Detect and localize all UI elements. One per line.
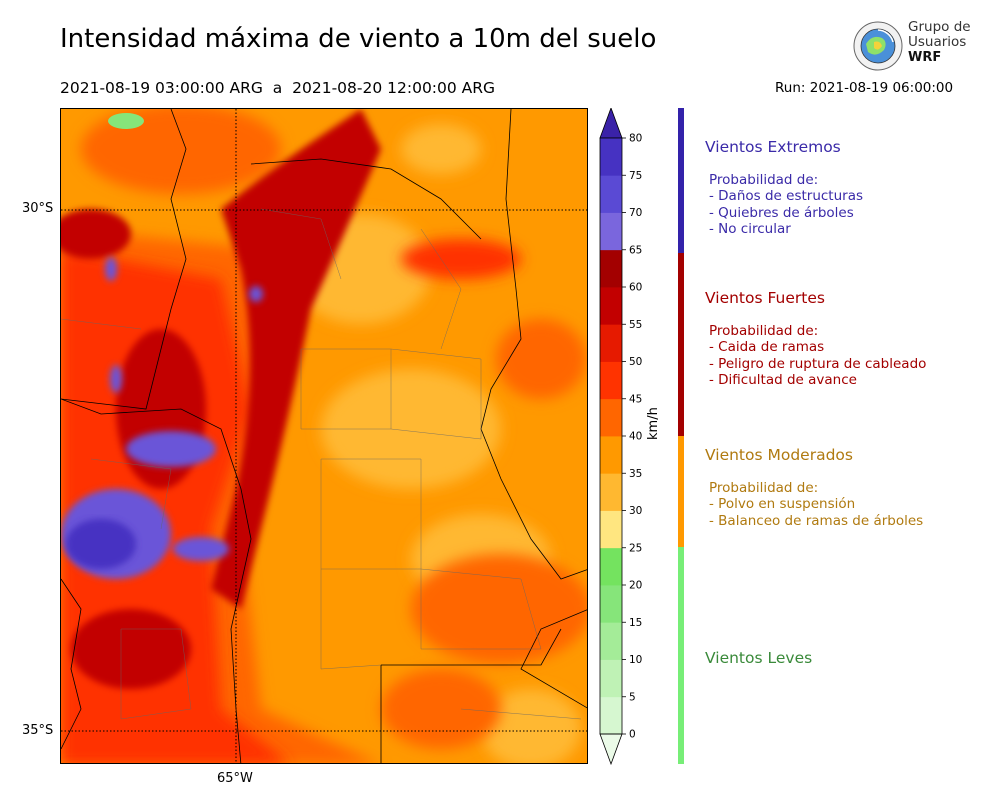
colorbar-cell [600, 324, 622, 362]
colorbar-tick-label: 10 [629, 654, 642, 666]
page-title: Intensidad máxima de viento a 10m del su… [60, 24, 657, 54]
colorbar-extend-min [599, 733, 623, 766]
colorbar-cell [600, 287, 622, 325]
colorbar-cell [600, 212, 622, 251]
colorbar-extend-max [599, 108, 623, 139]
category-description-line: - Balanceo de ramas de árboles [709, 512, 924, 529]
colorbar-tick-label: 0 [629, 729, 636, 741]
wind-map [60, 108, 588, 764]
logo-text: Grupo de Usuarios WRF [908, 19, 971, 66]
lon-label-65w: 65°W [217, 771, 253, 786]
colorbar-tick-label: 80 [629, 133, 642, 145]
logo-line-2: Usuarios [908, 34, 967, 50]
colorbar-tick-label: 65 [629, 244, 642, 256]
colorbar-tick-label: 30 [629, 505, 642, 517]
graticule [61, 109, 587, 763]
colorbar-cell [600, 138, 622, 176]
colorbar-tick-label: 25 [629, 542, 642, 554]
category-description-line: Probabilidad de: [709, 323, 819, 339]
category-bar [678, 436, 684, 547]
colorbar-cells [599, 108, 623, 766]
colorbar-cell [600, 361, 622, 400]
category-description: Probabilidad de: - Daños de estructuras - … [709, 172, 863, 237]
category-description-line: - Caida de ramas [709, 339, 825, 356]
category-title: Vientos Fuertes [705, 289, 825, 307]
category-bar [678, 547, 684, 764]
colorbar-tick-label: 55 [629, 319, 642, 331]
wind-field-75-plus [66, 519, 136, 569]
category-bar [678, 253, 684, 436]
category-description-line: Probabilidad de: [709, 480, 819, 496]
colorbar-tick-label: 5 [629, 691, 636, 703]
grupo-wrf-logo [853, 21, 903, 71]
colorbar-cell [600, 398, 622, 437]
colorbar-tick-label: 20 [629, 580, 642, 592]
category-description: Probabilidad de: - Caida de ramas - Peligr… [709, 323, 926, 388]
lat-label-35s: 35°S [22, 723, 54, 738]
colorbar-tick-label: 40 [629, 431, 642, 443]
colorbar-tick-label: 75 [629, 170, 642, 182]
colorbar-tick-label: 70 [629, 207, 642, 219]
colorbar-cell [600, 436, 622, 474]
colorbar-cell [600, 696, 622, 735]
logo-line-1: Grupo de [908, 19, 971, 35]
category-title: Vientos Leves [705, 649, 813, 667]
colorbar-cell [600, 510, 622, 549]
wind-field-svg [61, 109, 587, 763]
colorbar-tick-label: 15 [629, 617, 642, 629]
colorbar-cell [600, 175, 622, 213]
colorbar-cell [600, 659, 622, 698]
colorbar-cell [600, 547, 622, 586]
colorbar-ticks: 0 5 10 15 20 25 30 35 40 45 50 55 60 65 70 75 80 [622, 133, 642, 741]
lat-label-30s: 30°S [22, 201, 54, 216]
colorbar-cell [600, 585, 622, 623]
logo-line-wrf: WRF [908, 50, 942, 65]
category-description: Probabilidad de: - Polvo en suspensión - B… [709, 480, 923, 529]
wind-field-green-patch [108, 113, 144, 129]
colorbar-tick-label: 35 [629, 468, 642, 480]
run-timestamp: Run: 2021-08-19 06:00:00 [775, 80, 954, 96]
category-description-line: - Polvo en suspensión [709, 496, 856, 513]
colorbar-tick-label: 60 [629, 282, 642, 294]
category-description-line: - Dificultad de avance [709, 371, 857, 388]
colorbar-unit: km/h [646, 407, 661, 440]
colorbar-tick-label: 50 [629, 356, 642, 368]
department-boundaries [61, 208, 582, 720]
colorbar-cell [600, 473, 622, 511]
category-description-line: - Quiebres de árboles [709, 204, 854, 221]
category-description-line: - Peligro de ruptura de cableado [709, 355, 927, 372]
category-title: Vientos Extremos [705, 138, 841, 156]
colorbar-tick-label: 45 [629, 393, 642, 405]
category-bar [678, 108, 684, 253]
forecast-period: 2021-08-19 03:00:00 ARG a 2021-08-20 12:… [60, 79, 496, 97]
category-title: Vientos Moderados [705, 446, 853, 464]
category-description-line: - No circular [709, 220, 791, 237]
province-boundaries [61, 109, 587, 763]
colorbar: 0 5 10 15 20 25 30 35 40 45 50 55 60 65 70 75 80 [599, 108, 642, 766]
colorbar-cell [600, 622, 622, 660]
category-description-line: - Daños de estructuras [709, 188, 864, 205]
colorbar-cell [600, 249, 622, 288]
category-description-line: Probabilidad de: [709, 172, 819, 188]
